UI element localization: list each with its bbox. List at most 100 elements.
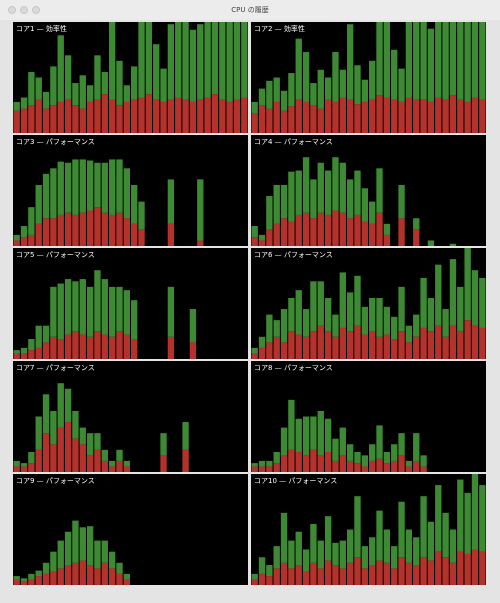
user-bar (310, 523, 317, 563)
user-bar (413, 433, 420, 461)
user-bar (310, 83, 317, 106)
system-bar (86, 210, 94, 246)
system-bar (464, 553, 471, 585)
system-bar (35, 576, 42, 585)
user-bar (332, 438, 339, 461)
system-bar (339, 327, 346, 359)
system-bar (101, 94, 108, 133)
system-bar (57, 427, 64, 472)
system-bar (42, 108, 50, 133)
system-bar (251, 353, 258, 359)
user-bar (204, 22, 211, 98)
user-bar (50, 286, 57, 337)
user-bar (369, 537, 376, 566)
title-bar (0, 0, 500, 20)
core-title: コア3 — パフォーマンス (16, 138, 95, 146)
user-bar (398, 286, 405, 332)
system-bar (317, 325, 324, 359)
user-bar (64, 279, 72, 335)
user-bar (369, 60, 376, 100)
user-bar (471, 270, 479, 326)
system-bar (449, 562, 457, 585)
system-bar (405, 97, 413, 133)
user-bar (123, 85, 130, 102)
system-bar (354, 325, 361, 359)
system-bar (72, 438, 79, 472)
user-bar (57, 383, 64, 428)
user-bar (108, 159, 116, 215)
user-bar (273, 77, 280, 102)
user-bar (86, 433, 94, 456)
system-bar (369, 460, 376, 472)
system-bar (35, 449, 42, 472)
user-bar (13, 460, 20, 467)
system-bar (339, 568, 346, 585)
window-title: CPU の履歴 (231, 6, 268, 14)
user-bar (251, 573, 258, 580)
system-bar (101, 460, 108, 472)
system-bar (72, 562, 79, 585)
system-bar (273, 463, 280, 472)
user-bar (280, 309, 288, 343)
system-bar (116, 460, 123, 472)
system-bar (317, 455, 324, 472)
user-bar (391, 316, 398, 340)
system-bar (310, 331, 317, 359)
system-bar (398, 218, 405, 246)
system-bar (405, 562, 413, 585)
user-bar (20, 463, 28, 467)
system-bar (383, 234, 391, 246)
system-bar (332, 565, 339, 585)
minimize-button[interactable] (20, 6, 28, 14)
system-bar (339, 455, 346, 472)
close-button[interactable] (8, 6, 16, 14)
user-bar (354, 275, 361, 326)
user-bar (302, 309, 310, 337)
user-bar (64, 55, 72, 100)
system-bar (189, 342, 197, 359)
system-bar (405, 466, 413, 472)
user-bar (20, 347, 28, 354)
user-bar (258, 88, 266, 106)
system-bar (94, 568, 101, 585)
user-bar (295, 531, 302, 566)
system-bar (354, 557, 361, 585)
user-bar (266, 80, 273, 109)
zoom-button[interactable] (32, 6, 40, 14)
user-bar (332, 51, 339, 102)
user-bar (413, 314, 420, 337)
system-bar (123, 579, 130, 585)
system-bar (241, 97, 248, 133)
system-bar (167, 223, 175, 246)
user-bar (86, 85, 94, 102)
system-bar (266, 466, 273, 472)
user-bar (471, 22, 479, 98)
system-bar (42, 433, 50, 472)
user-bar (35, 184, 42, 224)
user-bar (79, 159, 86, 213)
system-bar (427, 331, 435, 359)
system-bar (479, 99, 486, 133)
user-bar (471, 474, 479, 550)
system-bar (391, 568, 398, 585)
system-bar (131, 339, 138, 359)
system-bar (398, 331, 405, 359)
user-bar (266, 196, 273, 230)
user-bar (101, 162, 108, 213)
system-bar (398, 455, 405, 472)
system-bar (108, 99, 116, 133)
system-bar (310, 105, 317, 133)
system-bar (20, 353, 28, 359)
system-bar (391, 339, 398, 359)
system-bar (383, 334, 391, 359)
user-bar (420, 455, 427, 467)
user-bar (302, 51, 310, 102)
system-bar (50, 444, 57, 472)
user-bar (197, 179, 204, 241)
system-bar (339, 97, 346, 133)
user-bar (464, 22, 471, 102)
system-bar (310, 562, 317, 585)
user-bar (167, 179, 175, 224)
system-bar (324, 331, 332, 359)
user-bar (354, 170, 361, 215)
